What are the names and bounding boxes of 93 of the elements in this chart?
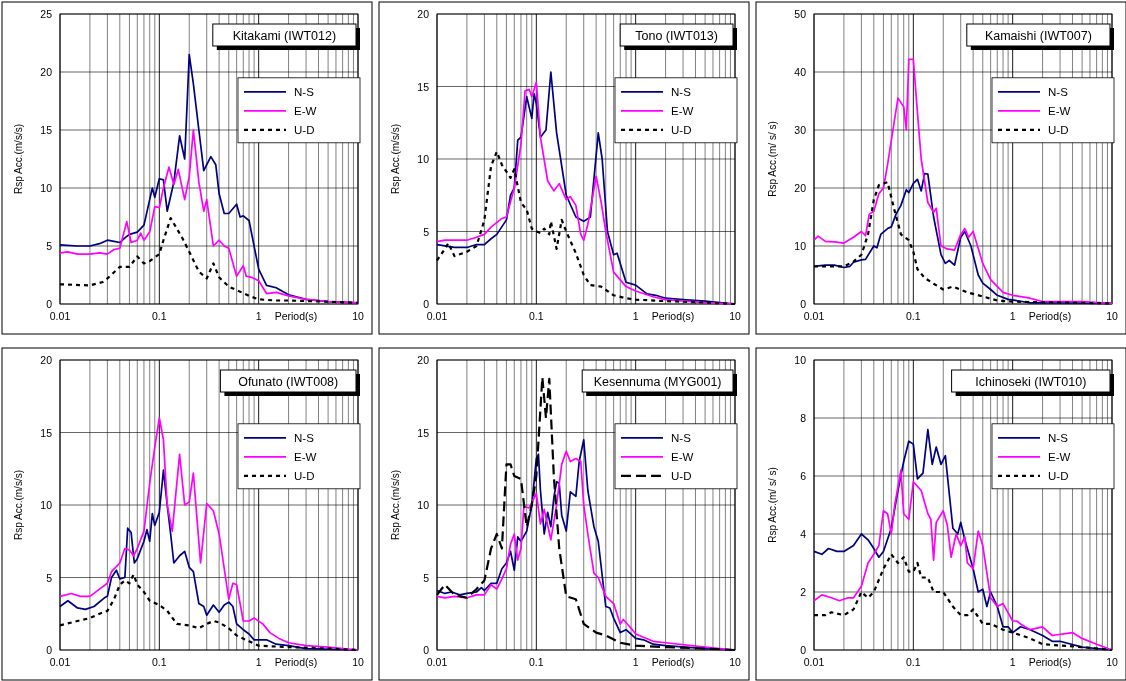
y-tick-label: 10	[794, 240, 807, 252]
y-tick-label: 20	[40, 66, 53, 78]
text: Tono (IWT013)	[635, 29, 718, 43]
legend-label: U-D	[294, 123, 315, 136]
legend-label: N-S	[1048, 431, 1069, 444]
y-tick-label: 0	[423, 644, 430, 656]
legend-label: N-S	[294, 85, 315, 98]
x-axis-title: Period(s)	[274, 310, 318, 322]
y-tick-label: 20	[794, 182, 807, 194]
text: Kamaishi (IWT007)	[984, 29, 1092, 43]
y-tick-label: 40	[794, 66, 807, 78]
y-tick-label: 10	[417, 499, 430, 511]
x-tick-label: 1	[632, 656, 639, 668]
legend-label: U-D	[1048, 469, 1069, 482]
x-tick-label: 0.1	[529, 656, 544, 668]
y-tick-label: 8	[800, 412, 807, 424]
y-axis-title: Rsp Acc.(m/ s/ s)	[767, 467, 778, 543]
y-tick-label: 15	[417, 426, 430, 439]
y-tick-label: 15	[417, 80, 430, 93]
legend-label: N-S	[1048, 85, 1069, 98]
x-tick-label: 1	[632, 310, 639, 322]
y-tick-label: 5	[46, 571, 53, 584]
x-tick-label: 10	[729, 656, 741, 668]
y-tick-label: 4	[800, 528, 807, 540]
y-axis-title: Rsp Acc.(m/ s/ s)	[767, 121, 778, 197]
x-axis-title: Period(s)	[1028, 310, 1072, 322]
x-tick-label: 0.01	[803, 656, 825, 668]
x-tick-label: 10	[352, 310, 364, 322]
x-tick-label: 0.1	[152, 656, 167, 668]
legend-label: E-W	[671, 104, 694, 117]
x-tick-label: 10	[352, 656, 364, 668]
y-tick-label: 0	[423, 298, 430, 310]
y-tick-label: 0	[46, 644, 53, 656]
x-tick-label: 10	[729, 310, 741, 322]
text: Ichinoseki (IWT010)	[975, 375, 1087, 389]
y-axis-title: Rsp Acc.(m/s/s)	[390, 469, 401, 541]
y-tick-label: 10	[40, 499, 53, 511]
x-tick-label: 0.1	[906, 310, 921, 322]
y-tick-label: 10	[794, 354, 807, 366]
x-axis-title: Period(s)	[651, 656, 695, 668]
y-tick-label: 5	[46, 240, 53, 252]
y-tick-label: 6	[800, 470, 807, 482]
legend-label: U-D	[671, 469, 692, 482]
legend-label: N-S	[671, 85, 692, 98]
x-axis-title: Period(s)	[1028, 656, 1072, 668]
legend-label: U-D	[1048, 123, 1069, 136]
x-tick-label: 1	[255, 310, 262, 322]
x-tick-label: 1	[1009, 310, 1016, 322]
legend-label: U-D	[294, 469, 315, 482]
x-tick-label: 0.01	[49, 656, 71, 668]
x-tick-label: 1	[255, 656, 262, 668]
legend-label: E-W	[1048, 450, 1071, 463]
y-tick-label: 10	[40, 182, 53, 194]
legend-label: E-W	[294, 104, 317, 117]
y-tick-label: 20	[40, 354, 53, 366]
y-tick-label: 15	[40, 426, 53, 439]
x-tick-label: 0.1	[529, 310, 544, 322]
y-tick-label: 20	[417, 354, 430, 366]
y-tick-label: 10	[417, 153, 430, 165]
legend-label: N-S	[671, 431, 692, 444]
y-tick-label: 5	[423, 571, 430, 584]
x-tick-label: 0.1	[906, 656, 921, 668]
text: Kesennuma (MYG001)	[593, 375, 722, 389]
x-tick-label: 0.01	[426, 656, 448, 668]
x-axis-title: Period(s)	[274, 656, 318, 668]
text: Kitakami (IWT012)	[232, 29, 337, 43]
x-axis-title: Period(s)	[651, 310, 695, 322]
legend-label: E-W	[1048, 104, 1071, 117]
y-tick-label: 15	[40, 124, 53, 136]
x-tick-label: 1	[1009, 656, 1016, 668]
y-axis-title: Rsp Acc.(m/s/s)	[13, 123, 24, 195]
y-axis-title: Rsp Acc.(m/s/s)	[13, 469, 24, 541]
text: Ofunato (IWT008)	[238, 375, 339, 389]
y-tick-label: 25	[40, 8, 53, 20]
y-tick-label: 0	[800, 298, 807, 310]
y-tick-label: 2	[800, 586, 807, 598]
x-tick-label: 0.1	[152, 310, 167, 322]
x-tick-label: 0.01	[803, 310, 825, 322]
x-tick-label: 0.01	[49, 310, 71, 322]
x-tick-label: 0.01	[426, 310, 448, 322]
y-tick-label: 5	[423, 225, 430, 238]
y-tick-label: 20	[417, 8, 430, 20]
legend-label: E-W	[671, 450, 694, 463]
y-tick-label: 0	[46, 298, 53, 310]
y-tick-label: 30	[794, 124, 807, 136]
y-tick-label: 50	[794, 8, 807, 20]
legend-label: N-S	[294, 431, 315, 444]
legend-label: U-D	[671, 123, 692, 136]
x-tick-label: 10	[1106, 310, 1118, 322]
y-axis-title: Rsp Acc.(m/s/s)	[390, 123, 401, 195]
x-tick-label: 10	[1106, 656, 1118, 668]
legend-label: E-W	[294, 450, 317, 463]
y-tick-label: 0	[800, 644, 807, 656]
